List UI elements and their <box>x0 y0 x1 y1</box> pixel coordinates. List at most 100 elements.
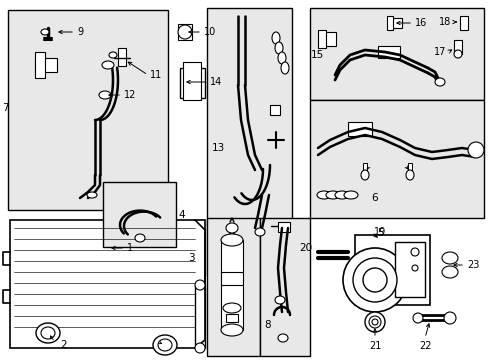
Ellipse shape <box>221 234 243 246</box>
Bar <box>278 222 289 232</box>
Ellipse shape <box>274 296 285 304</box>
Ellipse shape <box>109 52 117 58</box>
Ellipse shape <box>334 191 348 199</box>
Ellipse shape <box>343 191 357 199</box>
Text: 20: 20 <box>298 243 311 253</box>
Ellipse shape <box>441 252 457 264</box>
Ellipse shape <box>360 170 368 180</box>
Text: 17: 17 <box>433 47 445 57</box>
Ellipse shape <box>405 170 413 180</box>
Bar <box>389 18 401 28</box>
Text: 4: 4 <box>178 210 184 220</box>
Bar <box>321 32 335 46</box>
Bar <box>377 46 399 58</box>
Ellipse shape <box>325 191 339 199</box>
Text: 8: 8 <box>264 320 270 330</box>
Ellipse shape <box>371 319 377 325</box>
Ellipse shape <box>368 316 380 328</box>
Bar <box>269 105 280 115</box>
Bar <box>309 100 483 218</box>
Bar <box>183 62 201 100</box>
Bar <box>10 220 204 348</box>
Bar <box>453 40 461 54</box>
Text: 18: 18 <box>438 17 450 27</box>
Bar <box>394 242 424 297</box>
Bar <box>225 314 238 322</box>
Text: 6: 6 <box>371 193 378 203</box>
Text: 2: 2 <box>60 340 66 350</box>
Text: 14: 14 <box>209 77 222 87</box>
Ellipse shape <box>221 324 243 336</box>
Text: 3: 3 <box>188 253 195 263</box>
Ellipse shape <box>453 50 461 58</box>
Bar <box>148 200 162 210</box>
Bar <box>354 235 429 305</box>
Ellipse shape <box>352 258 396 302</box>
Ellipse shape <box>178 25 192 39</box>
Ellipse shape <box>195 280 204 290</box>
Bar <box>206 218 260 356</box>
Bar <box>362 163 366 175</box>
Bar <box>317 30 325 48</box>
Ellipse shape <box>102 61 114 69</box>
Ellipse shape <box>434 78 444 86</box>
Text: 21: 21 <box>368 341 381 351</box>
Ellipse shape <box>278 334 287 342</box>
Text: 11: 11 <box>150 70 162 80</box>
Ellipse shape <box>36 323 60 343</box>
Bar <box>221 240 243 330</box>
Bar <box>103 182 176 247</box>
Text: 23: 23 <box>466 260 478 270</box>
Ellipse shape <box>316 191 330 199</box>
Ellipse shape <box>364 312 384 332</box>
Bar <box>35 58 57 72</box>
Text: 16: 16 <box>414 18 427 28</box>
Bar <box>195 285 204 348</box>
Ellipse shape <box>342 248 406 312</box>
Ellipse shape <box>225 223 238 233</box>
Bar <box>180 68 204 98</box>
Ellipse shape <box>99 91 111 99</box>
Ellipse shape <box>87 192 97 198</box>
Bar <box>347 122 371 136</box>
Bar <box>178 24 192 40</box>
Ellipse shape <box>41 29 49 35</box>
Ellipse shape <box>274 42 283 54</box>
Bar <box>8 10 168 210</box>
Text: 7: 7 <box>2 103 9 113</box>
Text: 22: 22 <box>418 341 430 351</box>
Ellipse shape <box>412 313 422 323</box>
Ellipse shape <box>135 234 145 242</box>
Ellipse shape <box>271 32 280 44</box>
Ellipse shape <box>158 339 172 351</box>
Bar <box>386 16 392 30</box>
Ellipse shape <box>443 312 455 324</box>
Text: 5: 5 <box>376 228 383 238</box>
Ellipse shape <box>441 266 457 278</box>
Text: 9: 9 <box>77 27 83 37</box>
Ellipse shape <box>467 142 483 158</box>
Ellipse shape <box>41 327 55 339</box>
Bar <box>206 8 291 276</box>
Text: 1: 1 <box>127 243 133 253</box>
Bar <box>309 8 483 100</box>
Text: 13: 13 <box>212 143 225 153</box>
Bar <box>260 218 309 356</box>
Ellipse shape <box>254 228 264 236</box>
Bar <box>35 52 45 78</box>
Ellipse shape <box>223 303 241 313</box>
Bar <box>118 48 126 66</box>
Text: 12: 12 <box>124 90 136 100</box>
Ellipse shape <box>410 248 418 256</box>
Ellipse shape <box>411 265 417 271</box>
Text: 19: 19 <box>373 227 386 237</box>
Bar <box>407 163 411 175</box>
Ellipse shape <box>153 335 177 355</box>
Ellipse shape <box>278 52 285 64</box>
Ellipse shape <box>281 62 288 74</box>
Ellipse shape <box>195 343 204 353</box>
Ellipse shape <box>362 268 386 292</box>
Text: 15: 15 <box>310 50 324 60</box>
Bar <box>459 16 467 30</box>
Text: 10: 10 <box>203 27 216 37</box>
